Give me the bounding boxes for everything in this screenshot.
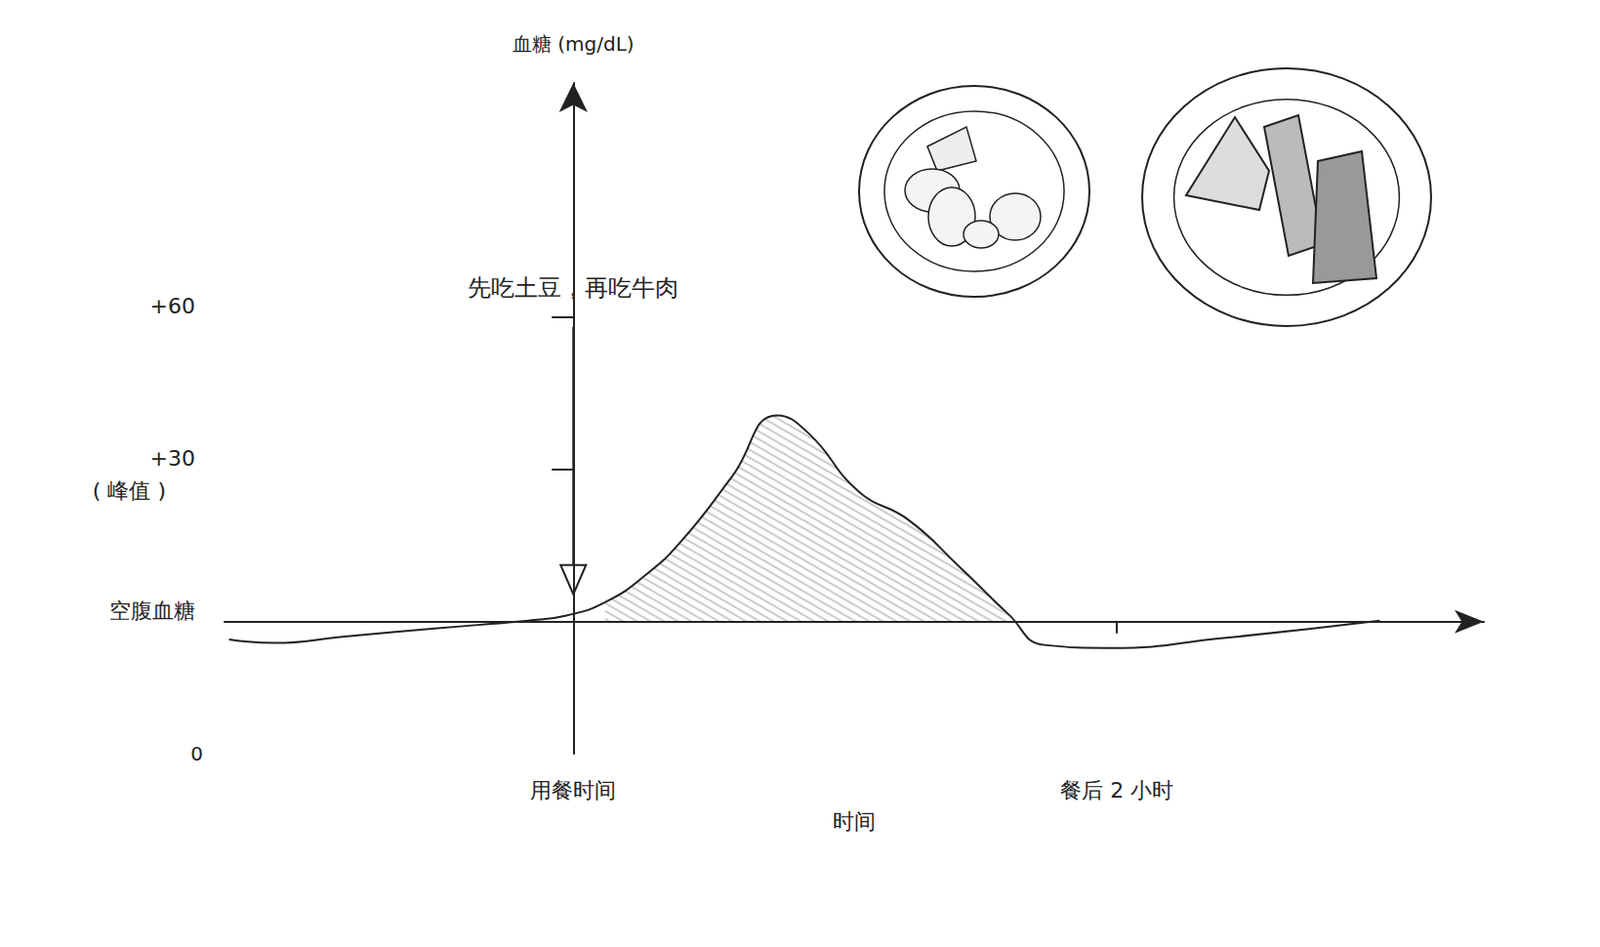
- svg-text:用餐时间: 用餐时间: [530, 778, 616, 803]
- svg-text:先吃土豆，再吃牛肉: 先吃土豆，再吃牛肉: [467, 274, 679, 302]
- svg-text:+60: +60: [150, 293, 196, 319]
- svg-text:空腹血糖: 空腹血糖: [109, 598, 196, 623]
- svg-text:时间: 时间: [832, 809, 876, 834]
- svg-text:餐后 2 小时: 餐后 2 小时: [1060, 778, 1174, 803]
- svg-text:( 峰值 ): ( 峰值 ): [92, 478, 166, 503]
- svg-text:血糖 (mg/dL): 血糖 (mg/dL): [512, 32, 635, 56]
- svg-text:0: 0: [190, 741, 204, 766]
- svg-text:+30: +30: [150, 446, 196, 471]
